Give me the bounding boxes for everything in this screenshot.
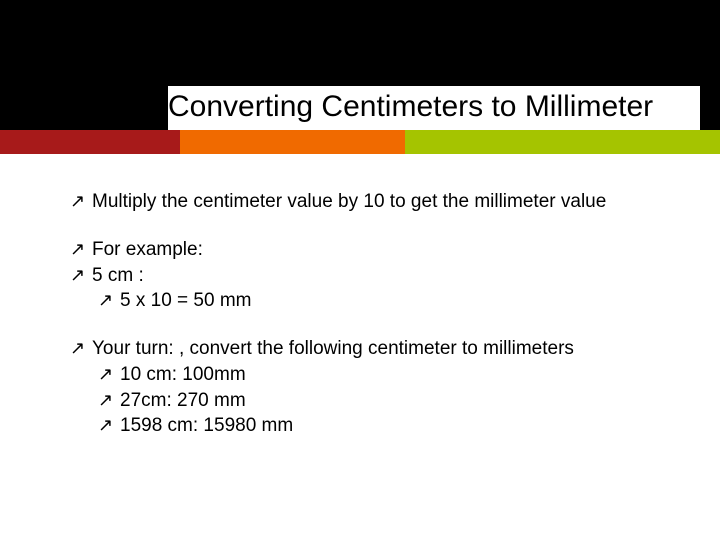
stripe-red [0,130,180,154]
bullet-text: For example: [92,238,660,262]
arrow-icon: ↗ [70,264,92,287]
bullet-subitem: ↗ 10 cm: 100mm [98,363,660,387]
bullet-subitem: ↗ 5 x 10 = 50 mm [98,289,660,313]
header-block: Converting Centimeters to Millimeter [0,0,720,130]
bullet-text: 10 cm: 100mm [120,363,660,387]
arrow-icon: ↗ [70,238,92,261]
bullet-item: ↗ Your turn: , convert the following cen… [70,337,660,361]
bullet-subitem: ↗ 27cm: 270 mm [98,389,660,413]
arrow-icon: ↗ [98,363,120,386]
bullet-item: ↗ 5 cm : [70,264,660,288]
bullet-text: 5 x 10 = 50 mm [120,289,660,313]
arrow-icon: ↗ [70,190,92,213]
arrow-icon: ↗ [98,414,120,437]
bullet-subitem: ↗ 1598 cm: 15980 mm [98,414,660,438]
bullet-text: Your turn: , convert the following centi… [92,337,660,361]
bullet-text: 1598 cm: 15980 mm [120,414,660,438]
stripe-orange [180,130,405,154]
bullet-text: Multiply the centimeter value by 10 to g… [92,190,660,214]
bullet-text: 5 cm : [92,264,660,288]
bullet-item: ↗ Multiply the centimeter value by 10 to… [70,190,660,214]
slide-title: Converting Centimeters to Millimeter [168,86,700,130]
stripe-green [405,130,720,154]
bullet-item: ↗ For example: [70,238,660,262]
slide-body: ↗ Multiply the centimeter value by 10 to… [70,190,660,440]
accent-stripe [0,130,720,154]
arrow-icon: ↗ [70,337,92,360]
arrow-icon: ↗ [98,289,120,312]
arrow-icon: ↗ [98,389,120,412]
bullet-text: 27cm: 270 mm [120,389,660,413]
